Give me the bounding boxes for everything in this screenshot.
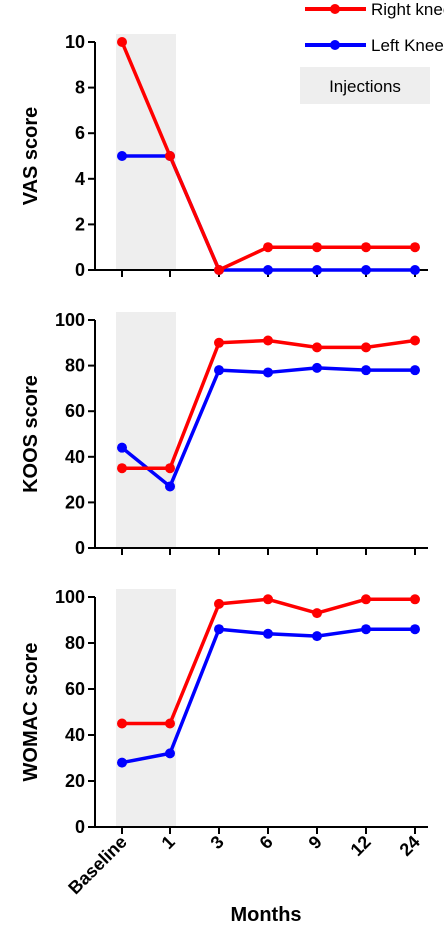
x-tick-label: 1 [158,832,179,853]
point-left-knee-6 [263,628,273,639]
point-left-knee-9 [312,362,322,373]
point-right-knee-6 [263,594,273,605]
y-axis-label: VAS score [20,107,42,206]
point-right-knee-1 [165,718,175,729]
point-right-knee-1 [165,463,175,474]
x-tick-label: 3 [207,832,228,853]
y-tick-label: 40 [65,447,85,467]
point-left-knee-baseline [117,442,127,453]
point-right-knee-baseline [117,718,127,729]
x-tick-label: 12 [347,832,375,860]
y-tick-label: 2 [75,214,85,234]
y-tick-label: 60 [65,679,85,699]
point-right-knee-9 [312,342,322,353]
y-tick-label: 40 [65,725,85,745]
y-axis-label: KOOS score [20,375,42,493]
injection-shade [116,589,176,827]
y-tick-label: 0 [75,260,85,280]
y-tick-label: 100 [55,310,85,330]
point-left-knee-24 [410,265,420,275]
point-left-knee-baseline [117,757,127,768]
point-left-knee-9 [312,265,322,275]
panels: 0 2 4 6 8 10 VAS score 0 20 40 60 80 100 KOOS score 0 2… [20,32,428,837]
x-tick-label: Baseline [64,832,131,899]
y-tick-label: 80 [65,633,85,653]
point-right-knee-12 [361,594,371,605]
y-tick-label: 60 [65,401,85,421]
point-right-knee-6 [263,335,273,346]
x-tick-labels: Baseline 1 3 6 9 12 24 [64,832,424,899]
x-tick-label: 9 [305,832,326,853]
point-left-knee-baseline [117,151,127,161]
y-tick-label: 20 [65,771,85,791]
point-left-knee-9 [312,631,322,642]
legend-label-right-knee: Right knee [371,0,444,19]
x-tick-label: 24 [396,832,424,860]
point-right-knee-24 [410,242,420,253]
point-left-knee-6 [263,265,273,275]
point-left-knee-12 [361,265,371,275]
y-tick-label: 6 [75,123,85,143]
point-right-knee-baseline [117,463,127,474]
point-right-knee-12 [361,242,371,253]
legend-marker-right-knee [330,4,340,14]
x-tick-label: 6 [256,832,277,853]
series-left-knee [117,624,420,768]
point-left-knee-24 [410,365,420,376]
legend: Right knee Left Knee Injections [300,0,444,104]
point-left-knee-3 [214,365,224,376]
point-left-knee-1 [165,481,175,492]
point-right-knee-3 [214,337,224,348]
y-tick-label: 100 [55,587,85,607]
legend-entry-left-knee: Left Knee [305,36,444,55]
point-right-knee-3 [214,265,224,275]
panel-womac-score: 0 20 40 60 80 100 WOMAC score [20,587,428,837]
y-tick-label: 0 [75,538,85,558]
series-left-knee [117,362,420,492]
point-left-knee-6 [263,367,273,378]
y-tick-label: 4 [75,169,85,189]
point-right-knee-24 [410,335,420,346]
y-tick-label: 0 [75,817,85,837]
point-right-knee-1 [165,151,175,161]
point-right-knee-baseline [117,37,127,47]
injection-shade [116,34,176,270]
point-right-knee-24 [410,594,420,605]
series-right-knee [117,335,420,474]
legend-entry-right-knee: Right knee [305,0,444,19]
y-tick-label: 8 [75,78,85,98]
point-right-knee-6 [263,242,273,253]
y-tick-label: 20 [65,492,85,512]
legend-marker-left-knee [330,40,340,50]
y-axis-label: WOMAC score [20,643,42,782]
injection-shade [116,312,176,548]
point-left-knee-12 [361,624,371,635]
legend-label-left-knee: Left Knee [371,36,444,55]
point-left-knee-3 [214,624,224,635]
legend-label-injections: Injections [329,77,401,96]
point-right-knee-12 [361,342,371,353]
point-left-knee-24 [410,624,420,635]
series-right-knee [117,594,420,729]
point-right-knee-9 [312,608,322,619]
point-left-knee-1 [165,748,175,759]
y-tick-label: 80 [65,356,85,376]
y-tick-label: 10 [65,32,85,52]
legend-entry-injections: Injections [300,67,430,104]
legend-swatch-injections [300,67,430,104]
point-right-knee-9 [312,242,322,253]
x-axis-title: Months [230,904,301,926]
series-right-knee [117,37,420,275]
panel-koos-score: 0 20 40 60 80 100 KOOS score [20,310,428,558]
point-left-knee-12 [361,365,371,376]
point-right-knee-3 [214,598,224,609]
panel-vas-score: 0 2 4 6 8 10 VAS score [20,32,428,280]
